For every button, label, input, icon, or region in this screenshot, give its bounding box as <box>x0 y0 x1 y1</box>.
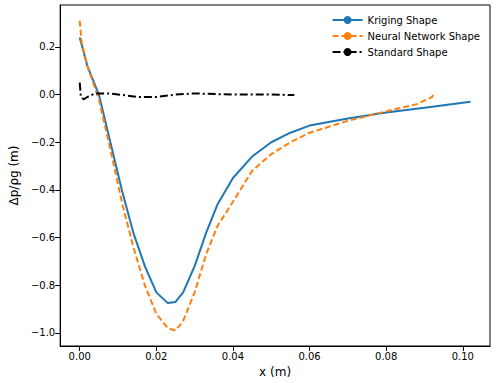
svg-text:0.02: 0.02 <box>145 351 167 362</box>
svg-text:Δp/ρg (m): Δp/ρg (m) <box>7 146 21 206</box>
svg-text:0.0: 0.0 <box>39 89 55 100</box>
svg-text:Standard Shape: Standard Shape <box>368 47 448 58</box>
svg-text:0.00: 0.00 <box>69 351 91 362</box>
svg-text:−0.2: −0.2 <box>31 137 55 148</box>
svg-text:x (m): x (m) <box>259 365 291 379</box>
svg-text:0.10: 0.10 <box>452 351 474 362</box>
svg-text:Kriging Shape: Kriging Shape <box>368 15 438 26</box>
svg-text:−1.0: −1.0 <box>31 327 55 338</box>
svg-text:0.08: 0.08 <box>375 351 397 362</box>
svg-text:−0.6: −0.6 <box>31 232 55 243</box>
svg-text:−0.4: −0.4 <box>31 184 55 195</box>
svg-text:0.04: 0.04 <box>222 351 244 362</box>
svg-text:0.06: 0.06 <box>298 351 320 362</box>
svg-text:−0.8: −0.8 <box>31 280 55 291</box>
svg-text:0.2: 0.2 <box>39 41 55 52</box>
svg-text:Neural Network Shape: Neural Network Shape <box>368 31 480 42</box>
